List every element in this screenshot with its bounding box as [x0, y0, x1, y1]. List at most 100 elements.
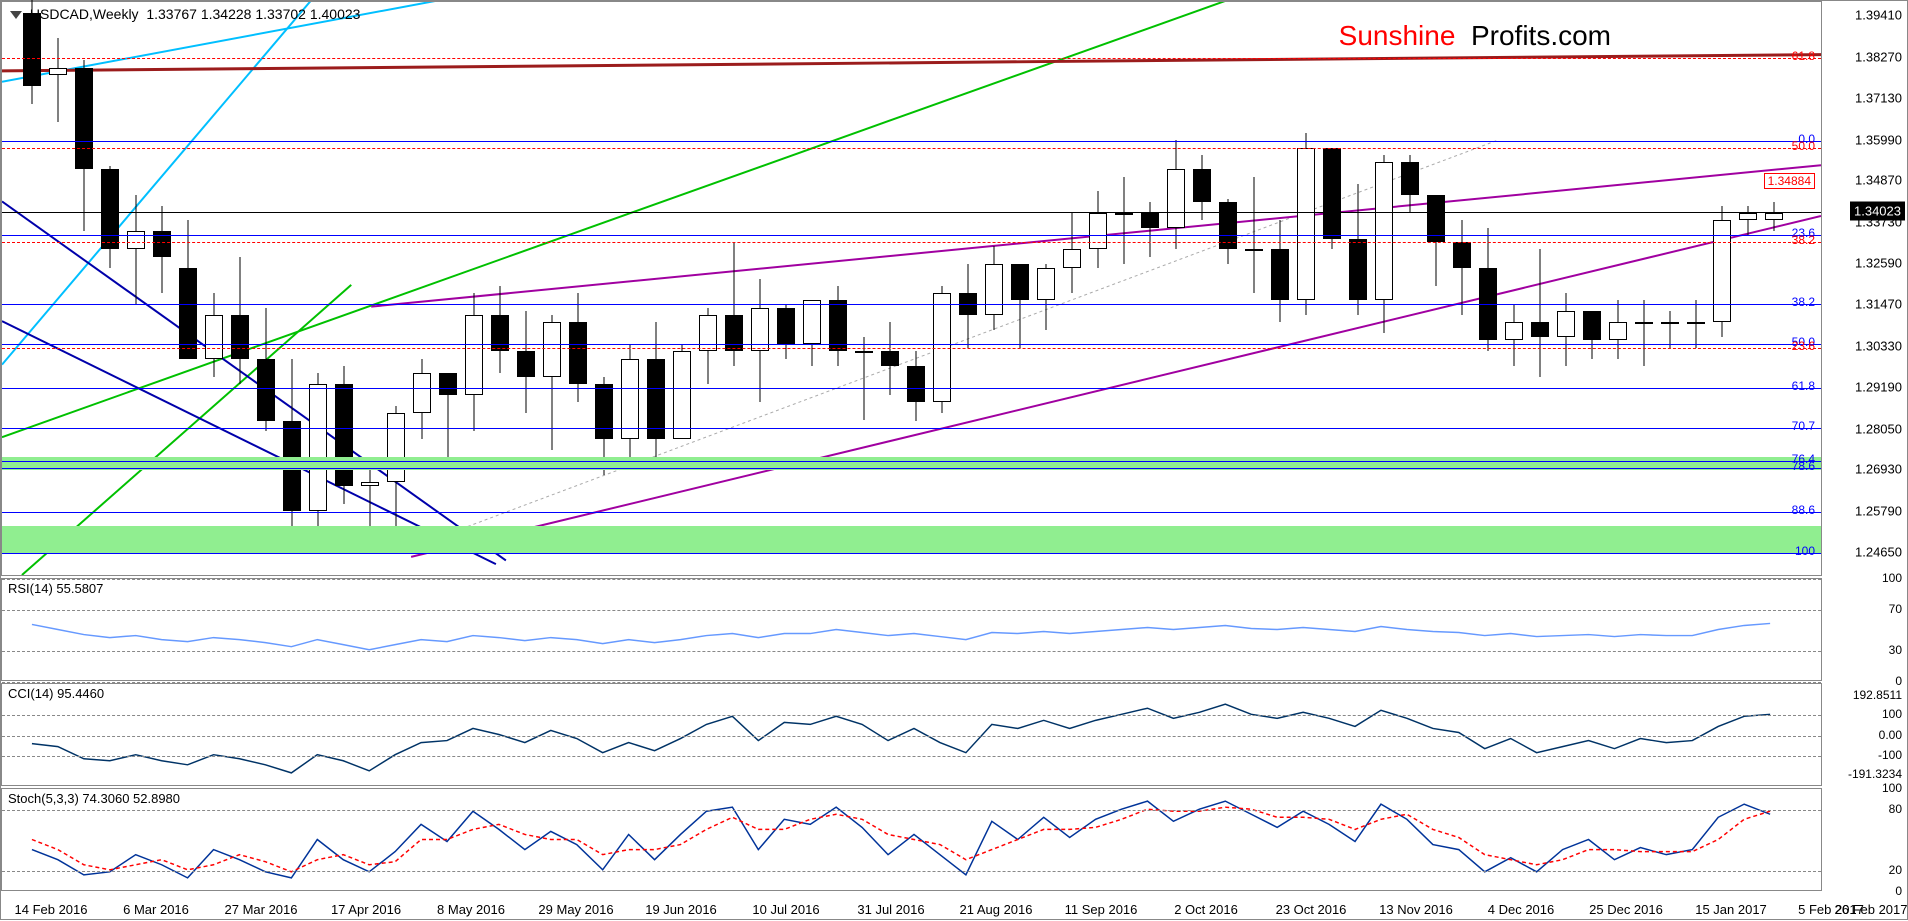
fib-label-red: 61.8: [1792, 49, 1815, 63]
candle: [1193, 2, 1211, 577]
candle: [621, 2, 639, 577]
candle: [1219, 2, 1237, 577]
cci-panel[interactable]: CCI(14) 95.4460: [1, 683, 1822, 786]
y-tick-label: 1.29190: [1855, 380, 1902, 395]
candle: [1557, 2, 1575, 577]
candle: [465, 2, 483, 577]
fib-label-red: 23.6: [1792, 339, 1815, 353]
price-axis: 1.394101.382701.371301.359901.348701.337…: [1822, 1, 1907, 576]
y-tick-label: 1.37130: [1855, 91, 1902, 106]
x-tick-label: 19 Jun 2016: [645, 902, 717, 917]
fib-label-red: 50.0: [1792, 139, 1815, 153]
candle: [1271, 2, 1289, 577]
candle: [1245, 2, 1263, 577]
rsi-panel[interactable]: RSI(14) 55.5807: [1, 578, 1822, 681]
fib-line-red: [2, 348, 1821, 349]
x-tick-label: 11 Sep 2016: [1065, 902, 1138, 917]
stoch-svg: [2, 789, 1821, 890]
x-tick-label: 2 Oct 2016: [1174, 902, 1238, 917]
dropdown-icon[interactable]: [10, 11, 22, 19]
indicator-level: [2, 651, 1821, 652]
candle: [1427, 2, 1445, 577]
candle: [881, 2, 899, 577]
indicator-axis-label: 100: [1882, 781, 1902, 795]
indicator-level-label: 30: [1889, 643, 1902, 657]
x-tick-label: 6 Mar 2016: [123, 902, 189, 917]
candle: [361, 2, 379, 577]
fib-line-red: [2, 242, 1821, 243]
current-price-label: 1.34023: [1850, 202, 1905, 221]
rsi-svg: [2, 579, 1821, 680]
candles-layer: [2, 2, 1821, 575]
watermark: Sunshine Profits.com: [1339, 20, 1611, 52]
indicator-level: [2, 715, 1821, 716]
indicator-level-label: 70: [1889, 602, 1902, 616]
candle: [179, 2, 197, 577]
y-tick-label: 1.31470: [1855, 297, 1902, 312]
fib-line-blue: [2, 428, 1821, 429]
candle: [1739, 2, 1757, 577]
candle: [75, 2, 93, 577]
candle: [803, 2, 821, 577]
fib-label: 78.6: [1792, 459, 1815, 473]
fib-line-blue: [2, 512, 1821, 513]
y-tick-label: 1.35990: [1855, 132, 1902, 147]
fib-line-blue: [2, 468, 1821, 469]
x-tick-label: 14 Feb 2016: [14, 902, 87, 917]
candle: [127, 2, 145, 577]
candle: [1037, 2, 1055, 577]
chart-title: USDCAD,Weekly 1.33767 1.34228 1.33702 1.…: [10, 6, 360, 22]
candle: [1323, 2, 1341, 577]
candle: [1531, 2, 1549, 577]
fib-label: 100: [1795, 544, 1815, 558]
x-tick-label: 31 Jul 2016: [857, 902, 924, 917]
candle: [699, 2, 717, 577]
candle: [153, 2, 171, 577]
fib-label: 70.7: [1792, 419, 1815, 433]
fib-line-blue: [2, 304, 1821, 305]
candle: [1089, 2, 1107, 577]
candle: [49, 2, 67, 577]
candle: [335, 2, 353, 577]
y-tick-label: 1.38270: [1855, 49, 1902, 64]
indicator-level-label: 100: [1882, 707, 1902, 721]
x-axis: 14 Feb 20166 Mar 201627 Mar 201617 Apr 2…: [1, 896, 1822, 921]
candle: [309, 2, 327, 577]
x-tick-label: 25 Dec 2016: [1589, 902, 1663, 917]
candle: [283, 2, 301, 577]
candle: [933, 2, 951, 577]
candle: [985, 2, 1003, 577]
candle: [595, 2, 613, 577]
y-tick-label: 1.28050: [1855, 421, 1902, 436]
candle: [491, 2, 509, 577]
fib-label: 61.8: [1792, 379, 1815, 393]
candle: [1063, 2, 1081, 577]
x-tick-label: 27 Mar 2016: [225, 902, 298, 917]
y-tick-label: 1.32590: [1855, 256, 1902, 271]
y-tick-label: 1.25790: [1855, 503, 1902, 518]
candle: [855, 2, 873, 577]
candle: [205, 2, 223, 577]
y-tick-label: 1.34870: [1855, 173, 1902, 188]
price-panel[interactable]: USDCAD,Weekly 1.33767 1.34228 1.33702 1.…: [1, 1, 1822, 576]
support-zone: [2, 526, 1821, 553]
fib-label: 88.6: [1792, 503, 1815, 517]
candle: [829, 2, 847, 577]
candle: [777, 2, 795, 577]
candle: [231, 2, 249, 577]
indicator-level: [2, 810, 1821, 811]
candle: [959, 2, 977, 577]
candle: [673, 2, 691, 577]
x-tick-label: 15 Jan 2017: [1695, 902, 1767, 917]
fib-line-blue: [2, 235, 1821, 236]
x-tick-label: 13 Nov 2016: [1379, 902, 1453, 917]
x-tick-label: 21 Aug 2016: [959, 902, 1032, 917]
candle: [1583, 2, 1601, 577]
x-tick-label: 4 Dec 2016: [1488, 902, 1555, 917]
candle: [23, 2, 41, 577]
indicator-level: [2, 871, 1821, 872]
stoch-panel[interactable]: Stoch(5,3,3) 74.3060 52.8980: [1, 788, 1822, 891]
candle: [1011, 2, 1029, 577]
x-tick-label: 26 Feb 2017: [1834, 902, 1907, 917]
candle: [439, 2, 457, 577]
